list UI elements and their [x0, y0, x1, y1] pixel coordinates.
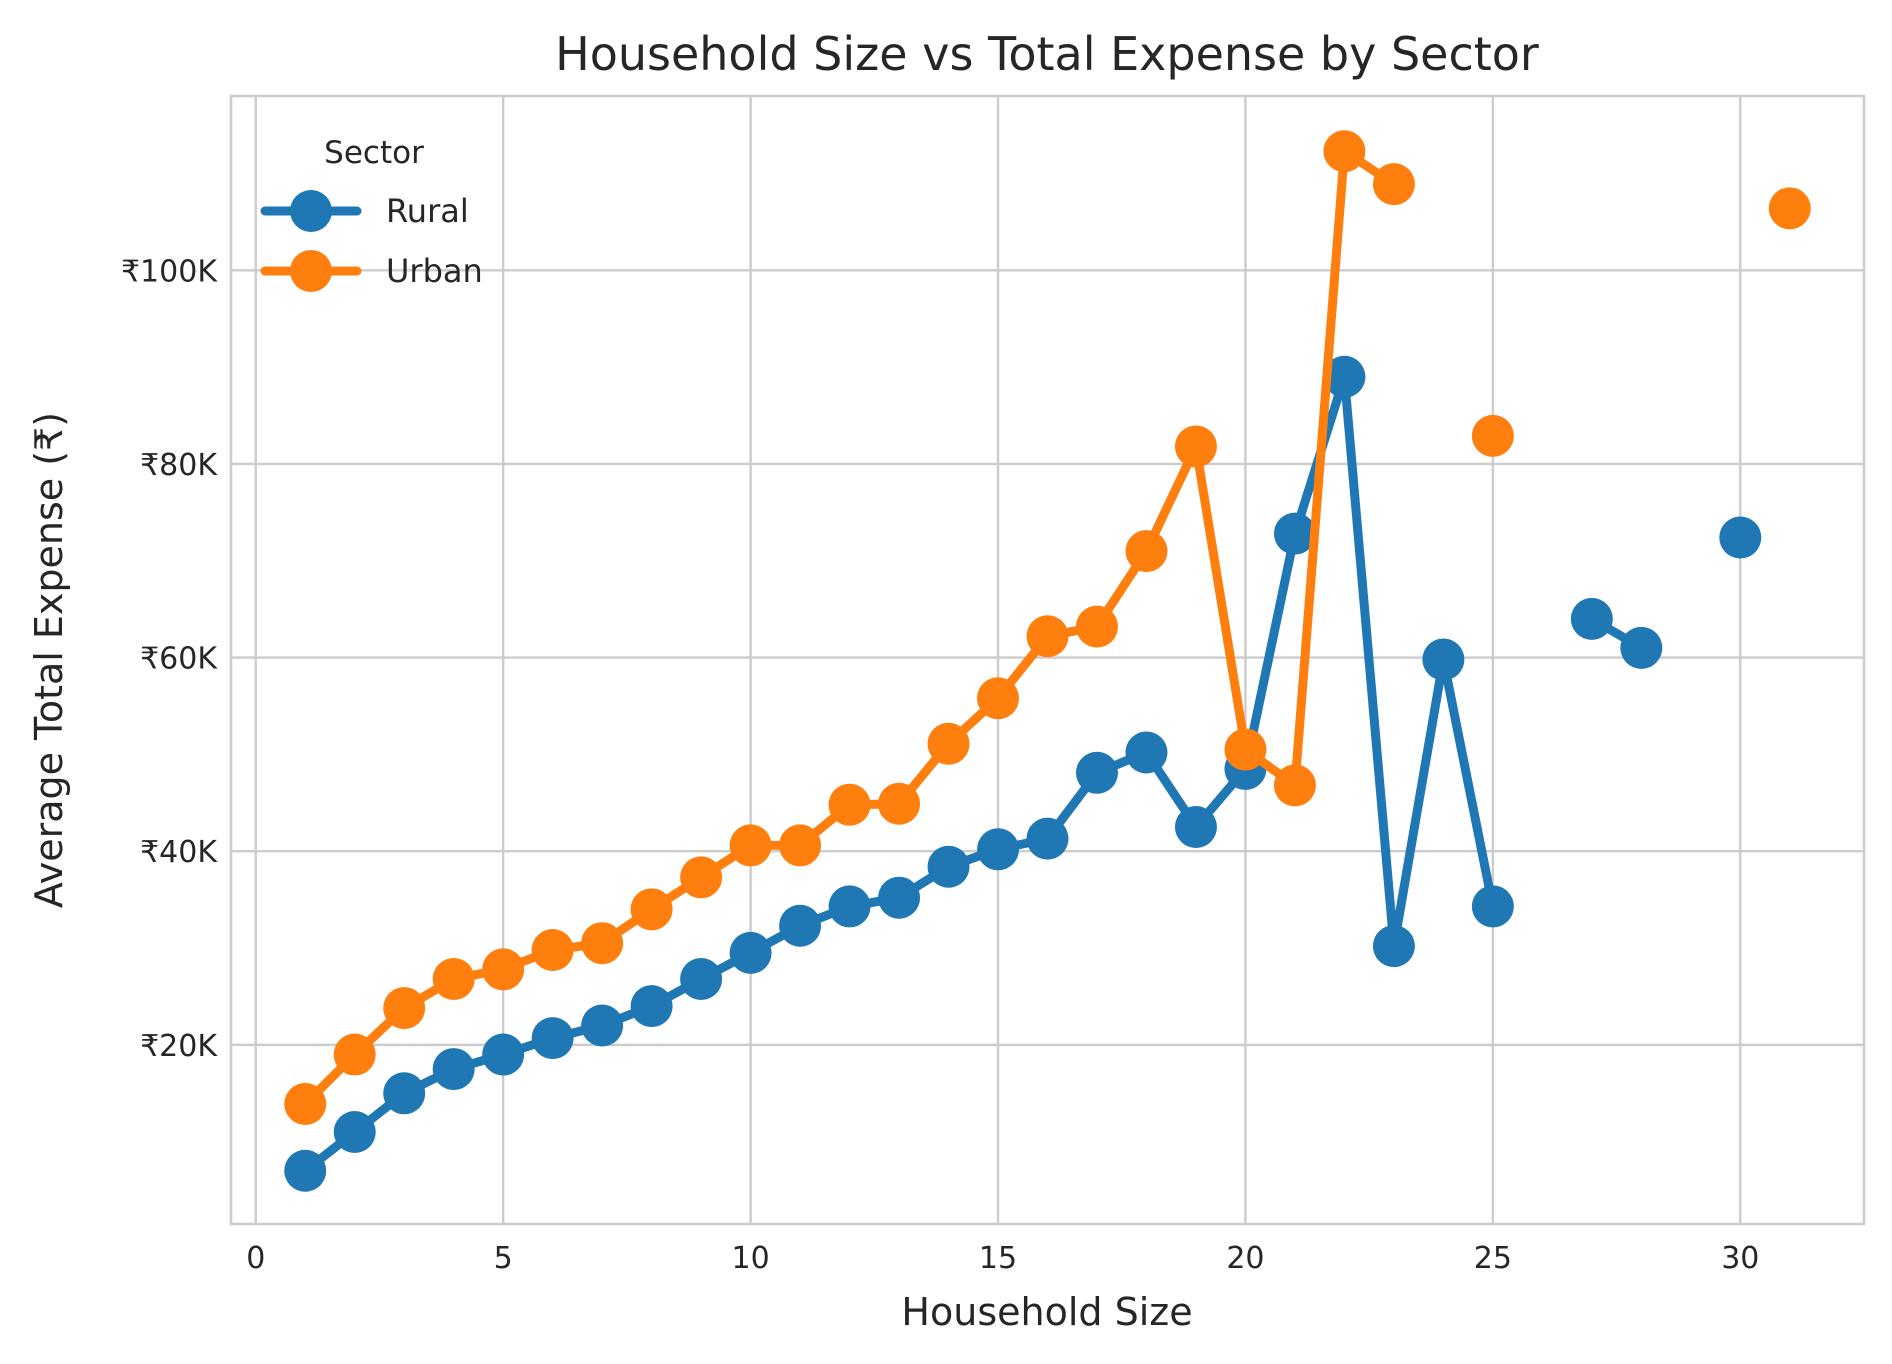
x-tick-label: 10 [731, 1241, 769, 1276]
x-tick-label: 25 [1474, 1241, 1512, 1276]
data-point-rural [1323, 355, 1366, 398]
data-point-urban [828, 783, 871, 826]
data-point-urban [284, 1082, 327, 1125]
data-point-urban [1372, 163, 1415, 206]
data-point-urban [977, 677, 1020, 720]
data-point-urban [482, 948, 525, 991]
legend-entry-urban: Urban [260, 250, 483, 292]
data-point-rural [1422, 638, 1465, 681]
data-point-rural [1570, 597, 1613, 640]
y-axis-label: Average Total Expense (₹) [27, 412, 71, 908]
data-point-urban [1471, 414, 1514, 457]
legend-entry-rural: Rural [260, 190, 469, 232]
data-point-rural [383, 1072, 426, 1115]
chart-title: Household Size vs Total Expense by Secto… [555, 27, 1539, 81]
data-point-rural [531, 1017, 574, 1060]
data-point-urban [1768, 187, 1811, 230]
legend-label-rural: Rural [386, 192, 469, 230]
data-point-rural [1471, 885, 1514, 928]
x-tick-label: 20 [1226, 1241, 1264, 1276]
legend: Sector Rural Urban [260, 135, 483, 292]
data-point-rural [927, 845, 970, 888]
data-point-urban [1026, 615, 1069, 658]
legend-title: Sector [324, 135, 424, 171]
y-tick-label: ₹20K [140, 1029, 218, 1064]
data-point-urban [1125, 530, 1168, 573]
data-point-rural [284, 1149, 327, 1192]
data-point-rural [977, 828, 1020, 871]
data-point-rural [1075, 751, 1118, 794]
y-tick-label: ₹100K [121, 254, 218, 289]
data-point-urban [630, 888, 673, 931]
x-axis-label: Household Size [901, 1290, 1192, 1334]
data-point-rural [729, 931, 772, 974]
data-point-rural [1026, 817, 1069, 860]
x-tick-label: 30 [1721, 1241, 1759, 1276]
x-axis-ticks: 0 5 10 15 20 25 30 [246, 1241, 1759, 1276]
data-point-rural [878, 876, 921, 919]
plot-frame [229, 94, 1866, 1226]
data-point-urban [1075, 605, 1118, 648]
data-point-rural [779, 904, 822, 947]
x-tick-label: 15 [979, 1241, 1017, 1276]
y-tick-label: ₹80K [140, 448, 218, 483]
data-point-rural [828, 885, 871, 928]
y-axis-ticks: ₹20K ₹40K ₹60K ₹80K ₹100K [121, 254, 218, 1064]
data-point-urban [383, 987, 426, 1030]
data-point-urban [927, 722, 970, 765]
data-point-urban [680, 856, 723, 899]
data-point-rural [1174, 806, 1217, 849]
series-rural [284, 355, 1762, 1192]
series-layer [284, 130, 1811, 1192]
legend-marker-urban [290, 250, 332, 292]
data-point-rural [1620, 626, 1663, 669]
data-point-urban [779, 824, 822, 867]
data-point-rural [333, 1111, 376, 1154]
data-point-urban [729, 824, 772, 867]
data-point-rural [581, 1004, 624, 1047]
data-point-rural [1273, 512, 1316, 555]
data-point-rural [482, 1033, 525, 1076]
data-point-rural [1372, 925, 1415, 968]
data-point-urban [1224, 728, 1267, 771]
data-point-urban [1174, 425, 1217, 468]
legend-label-urban: Urban [386, 252, 483, 290]
data-point-urban [432, 958, 475, 1001]
x-tick-label: 0 [246, 1241, 265, 1276]
data-point-urban [1323, 130, 1366, 173]
data-point-urban [333, 1033, 376, 1076]
data-point-rural [1719, 516, 1762, 559]
data-point-rural [1125, 731, 1168, 774]
x-tick-label: 5 [494, 1241, 513, 1276]
legend-marker-rural [290, 190, 332, 232]
y-tick-label: ₹40K [140, 835, 218, 870]
data-point-rural [680, 958, 723, 1001]
data-point-rural [630, 985, 673, 1028]
data-point-urban [878, 782, 921, 825]
data-point-urban [531, 928, 574, 971]
data-point-urban [581, 922, 624, 965]
data-point-rural [432, 1048, 475, 1091]
data-point-urban [1273, 764, 1316, 807]
y-tick-label: ₹60K [140, 642, 218, 677]
series-urban [284, 130, 1811, 1125]
